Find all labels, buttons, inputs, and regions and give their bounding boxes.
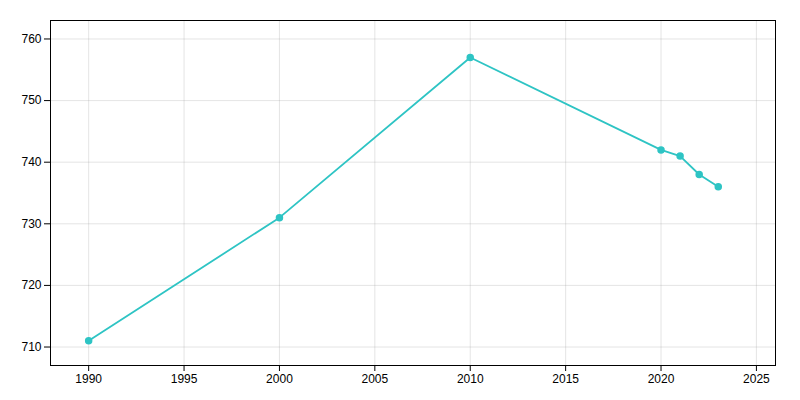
- svg-text:710: 710: [21, 340, 41, 354]
- svg-text:1990: 1990: [75, 372, 102, 386]
- svg-text:2010: 2010: [457, 372, 484, 386]
- svg-text:2020: 2020: [648, 372, 675, 386]
- svg-text:730: 730: [21, 217, 41, 231]
- svg-text:740: 740: [21, 155, 41, 169]
- svg-text:750: 750: [21, 93, 41, 107]
- svg-text:2000: 2000: [266, 372, 293, 386]
- svg-text:2025: 2025: [743, 372, 770, 386]
- svg-text:2015: 2015: [552, 372, 579, 386]
- svg-text:720: 720: [21, 278, 41, 292]
- svg-text:2005: 2005: [361, 372, 388, 386]
- svg-text:760: 760: [21, 32, 41, 46]
- svg-text:1995: 1995: [171, 372, 198, 386]
